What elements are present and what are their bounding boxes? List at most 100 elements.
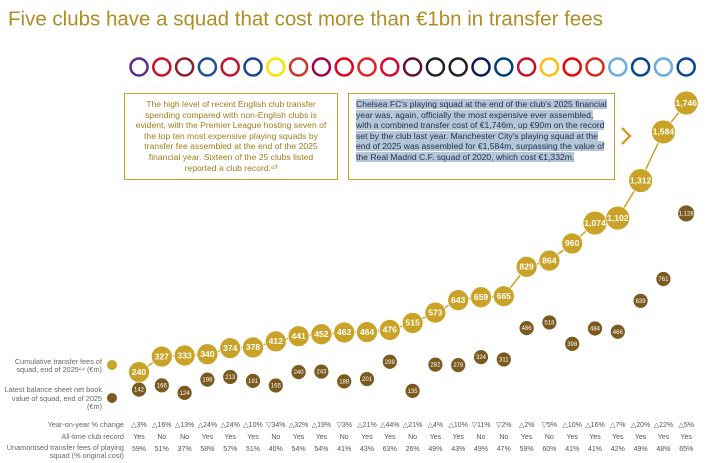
book-value-dot <box>587 320 603 337</box>
book-value-dot <box>518 320 535 337</box>
data-label: 659 <box>474 292 489 302</box>
club-logo <box>220 57 240 77</box>
cumulative-bubble <box>492 285 515 308</box>
row-value: 26% <box>406 446 420 453</box>
data-label: 124 <box>180 391 191 397</box>
data-label: 324 <box>476 355 487 361</box>
cumulative-bubble <box>673 90 699 116</box>
cumulative-bubble <box>561 232 584 255</box>
club-logo <box>380 57 400 77</box>
row-value: 51% <box>246 446 260 453</box>
data-label: 464 <box>360 327 375 337</box>
cumulative-bubble <box>515 255 538 278</box>
row-value: ▽5% <box>542 422 558 429</box>
club-logo <box>243 57 263 77</box>
row-value: △10% <box>448 422 467 429</box>
row-value: △20% <box>631 422 650 429</box>
club-logo <box>562 57 582 77</box>
row-value: No <box>271 434 280 441</box>
data-label: 298 <box>385 360 396 366</box>
data-label: 188 <box>339 379 350 385</box>
row-value: Yes <box>680 434 692 441</box>
row-value: 60% <box>542 446 556 453</box>
club-logo <box>334 57 354 77</box>
row-value: No <box>477 434 486 441</box>
row-value: 41% <box>565 446 579 453</box>
row-value: △10% <box>243 422 262 429</box>
book-value-dot <box>564 335 581 352</box>
data-label: 240 <box>294 370 305 376</box>
cumulative-bubble <box>605 205 631 231</box>
row-value: △16% <box>152 422 171 429</box>
cumulative-bubble <box>333 321 356 344</box>
row-value: △5% <box>678 422 694 429</box>
data-label: 282 <box>430 363 441 369</box>
cumulative-bubble <box>424 301 447 324</box>
row-value: 47% <box>497 446 511 453</box>
row-value: ▽3% <box>336 422 352 429</box>
row-value: 49% <box>428 446 442 453</box>
data-label: 761 <box>658 277 669 283</box>
cumulative-bubble <box>470 286 492 309</box>
data-label: 279 <box>453 363 464 369</box>
row-value: △21% <box>403 422 422 429</box>
row-value: 54% <box>314 446 328 453</box>
data-label: 643 <box>451 295 466 305</box>
data-label: 665 <box>497 291 512 301</box>
row-value: 65% <box>679 446 693 453</box>
row-value: Yes <box>452 434 464 441</box>
data-label: 960 <box>565 238 580 248</box>
row-value: △4% <box>428 422 444 429</box>
book-value-dot <box>176 384 193 401</box>
row-value: Yes <box>521 434 533 441</box>
row-value: 37% <box>178 446 192 453</box>
book-value-dot <box>245 372 261 389</box>
cumulative-bubble <box>150 345 173 368</box>
data-label: 462 <box>337 327 352 337</box>
club-logo <box>357 57 377 77</box>
data-label: 311 <box>499 358 509 364</box>
row-value: No <box>180 434 189 441</box>
row-value: 41% <box>588 446 602 453</box>
data-label: 398 <box>567 342 578 348</box>
legend-marker <box>107 360 117 370</box>
row-value: No <box>157 434 166 441</box>
legend-label: Cumulative transfer fees of squad, end o… <box>14 356 102 374</box>
legend-label-box: Latest balance sheet net book value of s… <box>4 385 102 412</box>
row-value: Yes <box>612 434 624 441</box>
cumulative-bubble <box>173 344 196 367</box>
club-logo <box>539 57 560 77</box>
club-logo <box>630 57 651 77</box>
data-label: 1,312 <box>630 175 652 185</box>
club-logo <box>152 57 172 77</box>
row-value: △32% <box>289 422 308 429</box>
row-value: 63% <box>383 446 397 453</box>
book-value-dot <box>381 353 398 370</box>
row-label: All-time club record <box>62 432 124 441</box>
book-value-dot <box>153 377 170 394</box>
data-label: 829 <box>519 262 534 272</box>
legend-label: Latest balance sheet net book value of s… <box>4 385 102 412</box>
club-logo <box>129 57 149 77</box>
annotation-text: Chelsea FC's playing squad at the end of… <box>356 99 607 162</box>
book-value-dot <box>267 377 284 394</box>
data-label: 240 <box>132 367 147 377</box>
data-label: 1,128 <box>679 212 695 218</box>
row-value: 57% <box>223 446 237 453</box>
row-value: ▽11% <box>472 422 491 429</box>
row-value: No <box>499 434 508 441</box>
row-value: △24% <box>220 422 239 429</box>
row-label: Unamortised transfer fees of playing squ… <box>6 444 124 461</box>
book-value-dot <box>313 363 330 380</box>
data-label: 484 <box>590 327 601 333</box>
arrow <box>621 127 632 145</box>
book-value-dot <box>609 323 626 340</box>
data-label: 441 <box>291 331 306 341</box>
data-label: 327 <box>155 351 170 361</box>
row-value: 49% <box>634 446 648 453</box>
data-label: 412 <box>269 336 284 346</box>
cumulative-bubble <box>378 319 401 341</box>
row-value: △10% <box>562 422 581 429</box>
cumulative-bubble <box>356 321 378 343</box>
